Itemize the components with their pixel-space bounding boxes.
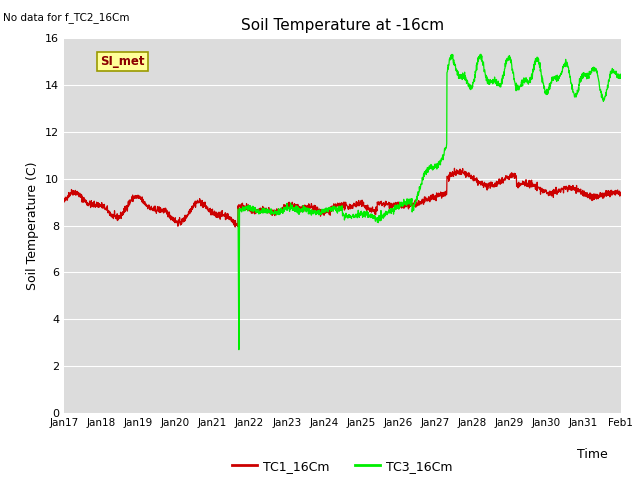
Text: Time: Time (577, 448, 608, 461)
Y-axis label: Soil Temperature (C): Soil Temperature (C) (26, 161, 40, 290)
Text: SI_met: SI_met (100, 55, 145, 68)
Legend: TC1_16Cm, TC3_16Cm: TC1_16Cm, TC3_16Cm (227, 455, 458, 478)
Text: No data for f_TC2_16Cm: No data for f_TC2_16Cm (3, 12, 130, 23)
Title: Soil Temperature at -16cm: Soil Temperature at -16cm (241, 18, 444, 33)
